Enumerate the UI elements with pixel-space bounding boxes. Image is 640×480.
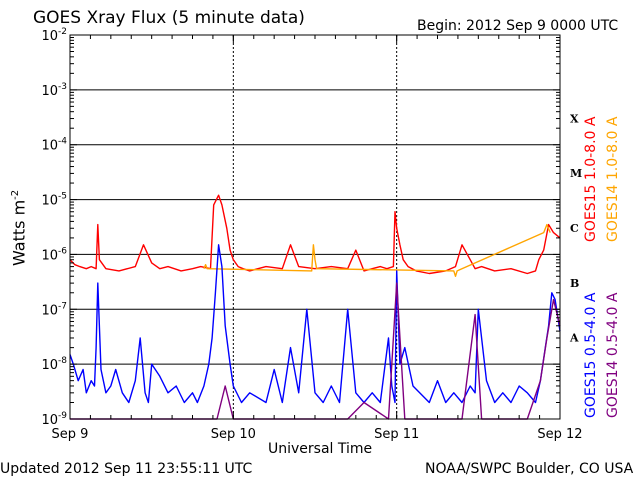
y-tick-label-exponent: -5	[58, 192, 67, 202]
y-tick-label-exponent: -7	[58, 301, 67, 311]
y-tick-label: 10-2	[41, 27, 67, 44]
credit: NOAA/SWPC Boulder, CO USA	[425, 461, 634, 477]
x-axis-label: Universal Time	[268, 441, 373, 457]
legend-goes15-long: GOES15 1.0-8.0 A	[583, 116, 599, 242]
begin-label: Begin: 2012 Sep 9 0000 UTC	[417, 18, 619, 34]
x-tick-label: Sep 12	[537, 427, 582, 442]
y-axis-label: Watts m-2	[8, 189, 29, 266]
series-line-2	[69, 244, 561, 404]
flare-class-label: A	[569, 332, 579, 345]
series-line-3	[70, 282, 561, 420]
plot-frame	[69, 34, 561, 420]
y-axis-label-exponent: -2	[10, 189, 21, 200]
y-tick-label: 10-8	[41, 356, 67, 373]
y-tick-label-exponent: -4	[58, 137, 67, 147]
y-tick-label-exponent: -3	[58, 82, 67, 92]
legend-goes15-short: GOES15 0.5-4.0 A	[583, 292, 599, 418]
flare-class-label: X	[570, 112, 579, 125]
y-tick-label: 10-4	[41, 137, 67, 154]
chart-title: GOES Xray Flux (5 minute data)	[33, 8, 305, 28]
flare-class-labels: X M C B A	[569, 112, 582, 344]
x-tick-label: Sep 10	[211, 427, 256, 442]
updated-timestamp: Updated 2012 Sep 11 23:55:11 UTC	[0, 461, 253, 477]
flare-class-label: C	[570, 222, 579, 235]
y-tick-label: 10-3	[41, 82, 67, 99]
y-tick-label-exponent: -8	[58, 356, 67, 366]
y-tick-label: 10-9	[41, 411, 67, 428]
y-tick-label-exponent: -9	[58, 411, 67, 421]
grid-lines	[70, 35, 560, 419]
x-tick-label: Sep 9	[52, 427, 89, 442]
x-tick-label: Sep 11	[374, 427, 419, 442]
x-ticks: Sep 9 Sep 10 Sep 11 Sep 12	[52, 35, 583, 442]
y-tick-label-exponent: -6	[58, 246, 67, 256]
series-lines	[69, 194, 561, 420]
flare-class-label: M	[570, 167, 582, 180]
legend-goes14-long: GOES14 1.0-8.0 A	[605, 116, 621, 242]
series-line-1	[203, 223, 551, 277]
y-tick-label-exponent: -2	[58, 27, 67, 37]
y-tick-label: 10-7	[41, 301, 67, 318]
y-tick-label: 10-5	[41, 192, 67, 209]
y-axis-label-text: Watts m	[9, 199, 29, 266]
y-tick-label: 10-6	[41, 246, 67, 263]
flare-class-label: B	[570, 277, 579, 290]
series-line-0	[69, 194, 561, 275]
legend-goes14-short: GOES14 0.5-4.0 A	[605, 292, 621, 418]
